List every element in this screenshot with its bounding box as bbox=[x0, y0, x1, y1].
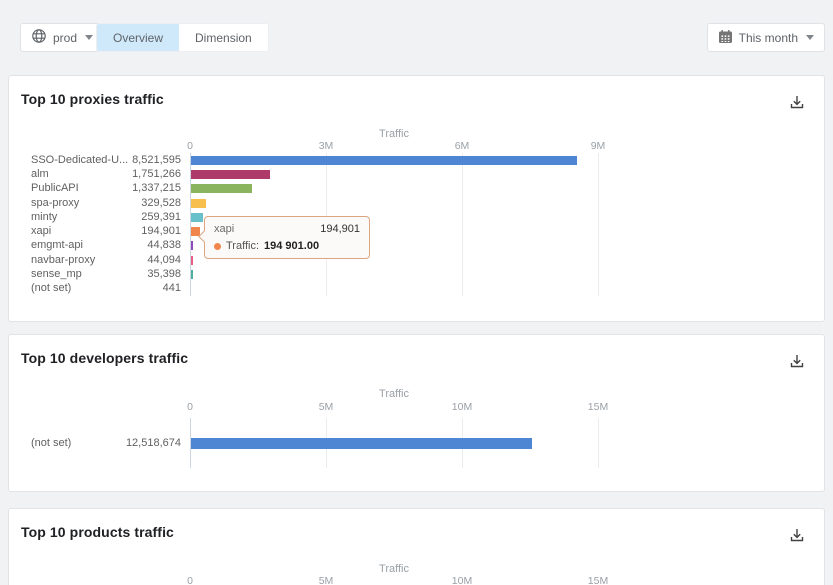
axis-tick: 5M bbox=[318, 575, 334, 585]
gridline bbox=[598, 153, 599, 296]
developers-bar-chart: Traffic 0 5M 10M 15M (not set) 12,518,674 bbox=[9, 335, 824, 491]
bar[interactable] bbox=[191, 241, 194, 251]
chart-card-developers: Top 10 developers traffic Traffic 0 5M 10M 1… bbox=[8, 334, 825, 492]
row-label-value: SSO-Dedicated-U... 8,521,595 bbox=[31, 154, 181, 166]
row-label: spa-proxy bbox=[31, 196, 80, 209]
tab-dimension[interactable]: Dimension bbox=[179, 24, 268, 51]
bar[interactable] bbox=[191, 184, 252, 194]
date-range-selector[interactable]: This month bbox=[706, 23, 825, 52]
row-label: (not set) bbox=[31, 282, 72, 295]
tooltip-series-name: xapi bbox=[214, 223, 235, 235]
axis-tick: 0 bbox=[187, 140, 193, 152]
axis-tick: 0 bbox=[187, 575, 193, 585]
proxies-bar-chart: Traffic 0 3M 6M 9M SSO-Dedicated-U... 8,521,59… bbox=[9, 76, 824, 321]
download-button[interactable] bbox=[786, 525, 808, 547]
row-label: minty bbox=[31, 210, 58, 223]
gridline bbox=[598, 418, 599, 468]
axis-tick: 10M bbox=[451, 575, 473, 585]
row-value: 8,521,595 bbox=[132, 153, 181, 166]
row-label-value: minty 259,391 bbox=[31, 211, 181, 223]
download-button[interactable] bbox=[786, 92, 808, 114]
view-tabs: Overview Dimension bbox=[96, 23, 269, 52]
axis-tick: 0 bbox=[187, 401, 193, 413]
download-button[interactable] bbox=[786, 351, 808, 373]
row-value: 44,094 bbox=[147, 253, 181, 266]
axis-tick: 15M bbox=[587, 401, 609, 413]
bar[interactable] bbox=[191, 212, 203, 222]
row-label-value: sense_mp 35,398 bbox=[31, 268, 181, 280]
tooltip-metric-label: Traffic: bbox=[226, 240, 260, 252]
row-value: 194,901 bbox=[141, 225, 181, 238]
axis-tick: 6M bbox=[454, 140, 470, 152]
row-label: (not set) bbox=[31, 436, 72, 449]
axis-tick: 15M bbox=[587, 575, 609, 585]
axis-line bbox=[190, 153, 191, 296]
topbar: prod Overview Dimension This month bbox=[0, 0, 833, 66]
bar[interactable] bbox=[191, 270, 193, 280]
series-dot-icon bbox=[214, 242, 221, 250]
row-label-value: spa-proxy 329,528 bbox=[31, 197, 181, 209]
chart-card-products: Top 10 products traffic Traffic 0 5M 10M 15M bbox=[8, 508, 825, 585]
products-bar-chart: Traffic 0 5M 10M 15M bbox=[9, 509, 824, 585]
row-value: 259,391 bbox=[141, 210, 181, 223]
axis-tick: 10M bbox=[451, 401, 473, 413]
bar[interactable] bbox=[191, 255, 193, 265]
gridline bbox=[462, 153, 463, 296]
chart-title: Top 10 developers traffic bbox=[21, 350, 189, 366]
bar[interactable] bbox=[191, 198, 206, 208]
bar[interactable] bbox=[191, 437, 532, 449]
environment-label: prod bbox=[53, 30, 78, 45]
row-value: 441 bbox=[162, 282, 181, 295]
row-value: 1,337,215 bbox=[132, 182, 181, 195]
axis-tick: 5M bbox=[318, 401, 334, 413]
axis-tick: 3M bbox=[318, 140, 334, 152]
date-range-label: This month bbox=[738, 30, 798, 45]
globe-icon bbox=[31, 28, 47, 47]
row-label-value: emgmt-api 44,838 bbox=[31, 239, 181, 251]
download-icon bbox=[790, 95, 804, 108]
chart-card-proxies: Top 10 proxies traffic Traffic 0 3M 6M 9M SSO… bbox=[8, 75, 825, 322]
row-value: 35,398 bbox=[147, 268, 181, 281]
row-label-value: (not set) 12,518,674 bbox=[31, 437, 181, 449]
row-label-value: xapi 194,901 bbox=[31, 225, 181, 237]
row-label: alm bbox=[31, 167, 49, 180]
tab-overview[interactable]: Overview bbox=[97, 24, 180, 51]
axis-title: Traffic bbox=[379, 563, 409, 575]
download-icon bbox=[790, 354, 804, 367]
row-label-value: navbar-proxy 44,094 bbox=[31, 254, 181, 266]
row-label: navbar-proxy bbox=[31, 253, 96, 266]
calendar-icon bbox=[718, 29, 733, 47]
chevron-down-icon bbox=[85, 35, 94, 40]
axis-title: Traffic bbox=[379, 128, 409, 140]
environment-selector[interactable]: prod bbox=[20, 23, 105, 52]
chart-title: Top 10 products traffic bbox=[21, 524, 174, 540]
axis-tick: 9M bbox=[590, 140, 606, 152]
row-label: SSO-Dedicated-U... bbox=[31, 153, 129, 166]
chart-tooltip: xapi 194,901 Traffic: 194 901.00 bbox=[204, 216, 370, 259]
bar[interactable] bbox=[191, 155, 578, 165]
tooltip-series-value: 194,901 bbox=[320, 223, 360, 235]
tooltip-metric-value: 194 901.00 bbox=[264, 240, 320, 252]
row-value: 44,838 bbox=[147, 239, 181, 252]
axis-title: Traffic bbox=[379, 388, 409, 400]
chart-title: Top 10 proxies traffic bbox=[21, 91, 164, 107]
axis-line bbox=[190, 418, 191, 468]
bar[interactable] bbox=[191, 169, 271, 179]
row-label-value: alm 1,751,266 bbox=[31, 168, 181, 180]
row-label: PublicAPI bbox=[31, 182, 79, 195]
row-label-value: PublicAPI 1,337,215 bbox=[31, 182, 181, 194]
bar[interactable] bbox=[191, 227, 200, 237]
row-label: emgmt-api bbox=[31, 239, 83, 252]
row-label-value: (not set) 441 bbox=[31, 282, 181, 294]
download-icon bbox=[790, 528, 804, 541]
row-value: 1,751,266 bbox=[132, 167, 181, 180]
row-label: sense_mp bbox=[31, 268, 82, 281]
row-value: 329,528 bbox=[141, 196, 181, 209]
chevron-down-icon bbox=[806, 35, 814, 40]
row-label: xapi bbox=[31, 225, 52, 238]
row-value: 12,518,674 bbox=[125, 436, 181, 449]
